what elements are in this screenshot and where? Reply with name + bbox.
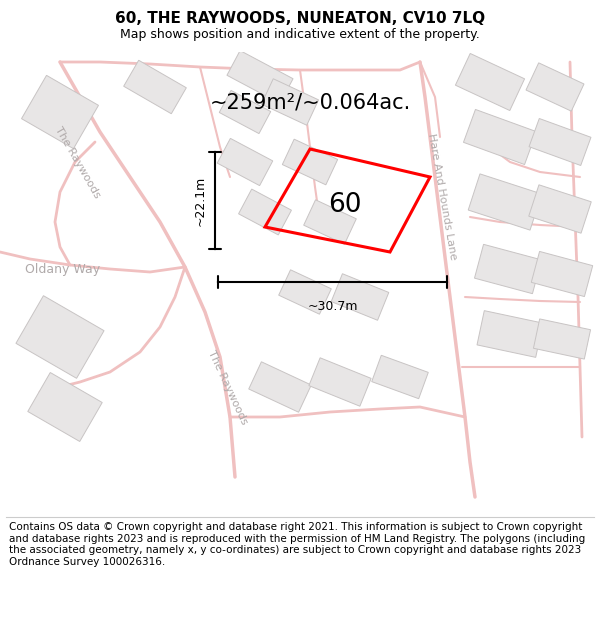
Polygon shape — [531, 251, 593, 297]
Polygon shape — [529, 185, 591, 233]
Text: Map shows position and indicative extent of the property.: Map shows position and indicative extent… — [120, 28, 480, 41]
Text: 60, THE RAYWOODS, NUNEATON, CV10 7LQ: 60, THE RAYWOODS, NUNEATON, CV10 7LQ — [115, 11, 485, 26]
Text: The Raywoods: The Raywoods — [53, 124, 103, 199]
Polygon shape — [372, 355, 428, 399]
Polygon shape — [217, 138, 273, 186]
Text: ~22.1m: ~22.1m — [194, 176, 207, 226]
Polygon shape — [455, 54, 524, 111]
Polygon shape — [239, 189, 292, 235]
Polygon shape — [16, 296, 104, 378]
Polygon shape — [283, 139, 338, 185]
Polygon shape — [529, 119, 591, 166]
Text: Hare And Hounds Lane: Hare And Hounds Lane — [426, 133, 458, 261]
Polygon shape — [219, 91, 271, 134]
Polygon shape — [124, 60, 187, 114]
Polygon shape — [227, 51, 293, 104]
Text: Contains OS data © Crown copyright and database right 2021. This information is : Contains OS data © Crown copyright and d… — [9, 522, 585, 567]
Polygon shape — [278, 270, 331, 314]
Polygon shape — [22, 76, 98, 149]
Polygon shape — [475, 244, 542, 294]
Text: ~30.7m: ~30.7m — [307, 300, 358, 313]
Text: 60: 60 — [328, 192, 362, 218]
Text: Oldany Way: Oldany Way — [25, 262, 101, 276]
Polygon shape — [468, 174, 542, 230]
Text: The Raywoods: The Raywoods — [206, 348, 250, 426]
Polygon shape — [526, 63, 584, 111]
Polygon shape — [262, 79, 319, 125]
Polygon shape — [477, 311, 543, 358]
Text: ~259m²/~0.064ac.: ~259m²/~0.064ac. — [209, 92, 410, 112]
Polygon shape — [331, 274, 389, 320]
Polygon shape — [28, 372, 102, 441]
Polygon shape — [309, 357, 371, 406]
Polygon shape — [304, 200, 356, 244]
Polygon shape — [249, 362, 311, 413]
Polygon shape — [533, 319, 590, 359]
Polygon shape — [463, 109, 536, 164]
